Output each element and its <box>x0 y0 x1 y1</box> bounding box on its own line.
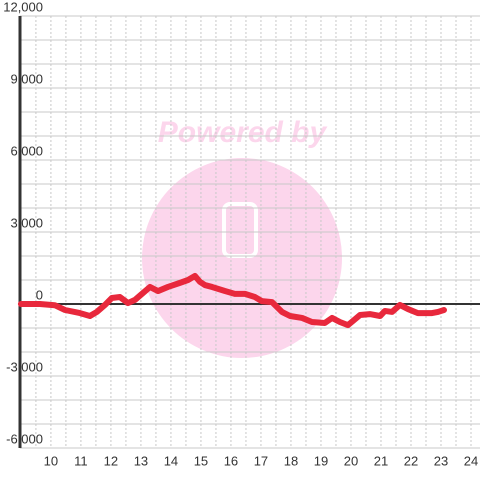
x-tick-label: 18 <box>284 453 298 468</box>
y-tick-label: 0 <box>36 287 43 302</box>
y-tick-label: 6,000 <box>10 143 43 158</box>
x-tick-label: 23 <box>434 453 448 468</box>
x-tick-label: 14 <box>164 453 178 468</box>
x-tick-label: 13 <box>134 453 148 468</box>
x-tick-label: 20 <box>344 453 358 468</box>
x-tick-label: 16 <box>224 453 238 468</box>
y-tick-label: 3,000 <box>10 215 43 230</box>
data-line <box>17 272 447 329</box>
y-tick-label: -3,000 <box>6 359 43 374</box>
x-tick-label: 22 <box>404 453 418 468</box>
x-tick-label: 11 <box>74 453 88 468</box>
x-tick-label: 17 <box>254 453 268 468</box>
x-tick-label: 10 <box>44 453 58 468</box>
x-tick-label: 24 <box>464 453 478 468</box>
x-tick-label: 21 <box>374 453 388 468</box>
x-tick-label: 19 <box>314 453 328 468</box>
y-tick-label: 12,000 <box>3 0 43 14</box>
y-tick-label: -6,000 <box>6 431 43 446</box>
x-tick-label: 12 <box>104 453 118 468</box>
x-tick-label: 15 <box>194 453 208 468</box>
y-tick-label: 9,000 <box>10 71 43 86</box>
watermark-text: Powered by <box>158 116 328 149</box>
